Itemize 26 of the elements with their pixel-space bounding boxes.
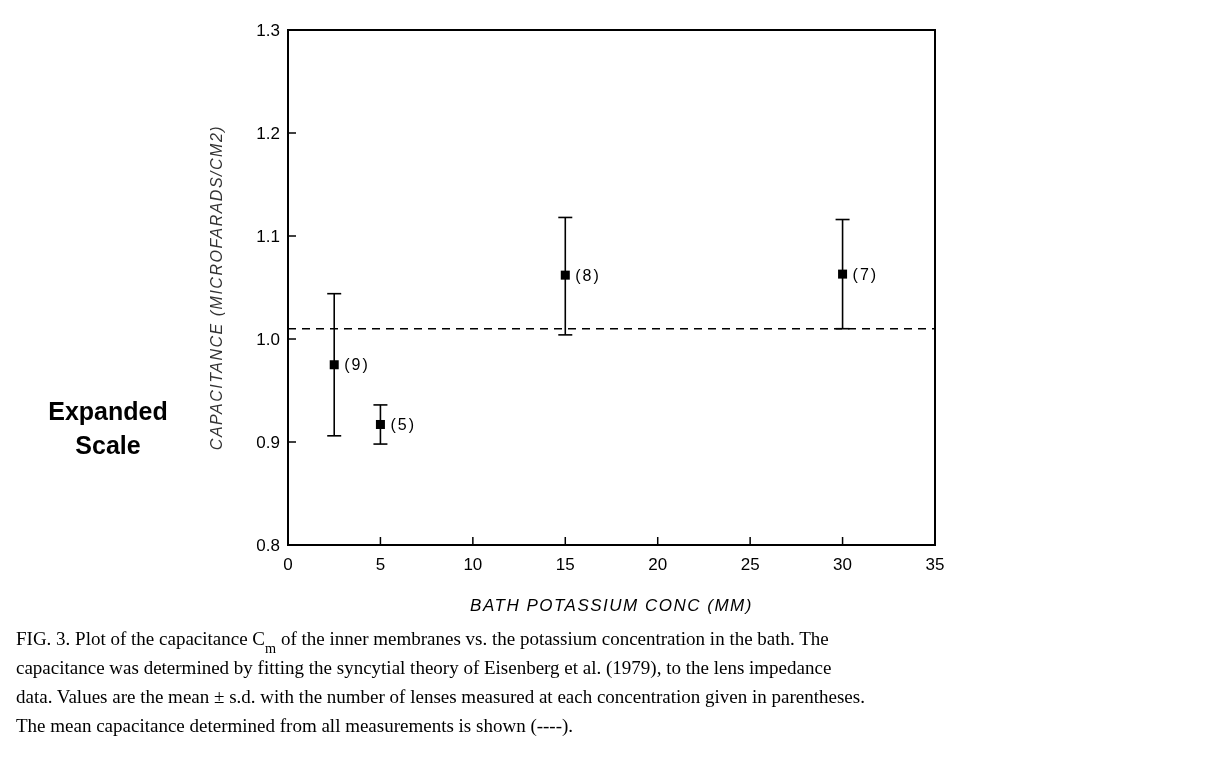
text: Expanded Scale [48,397,168,459]
x-tick-label: 15 [555,555,575,574]
y-axis-title: CAPACITANCE (MICROFARADS/CM2) [208,124,225,451]
x-tick-label: 35 [925,555,945,574]
caption: FIG. 3. Plot of the capacitance C$_{m}$ of the inner membranes vs. the potassium concentration in the bath. The capacitance was determined by fitting the syncytial theory of Eisenberg et al. (1979), to the lens impedance data. Values are the mean ± s.d. with the number of lenses measured at each concentration given in parentheses. The mean capacitance determined from all measurements is shown (----). [16,628,865,737]
x-tick-label: 20 [648,555,668,574]
x-tick-label: 10 [463,555,483,574]
x-tick-label: 0 [283,555,293,574]
y-tick-label: 0.8 [256,535,280,555]
y-tick-label: 1.1 [256,226,280,246]
y-tick-label: 0.9 [256,432,280,452]
x-tick-label: 30 [833,555,853,574]
x-axis-title: BATH POTASSIUM CONC (MM) [470,596,753,615]
annotation: (8) [575,266,601,284]
point [560,270,570,280]
annotation: (9) [344,356,370,374]
point [375,419,385,429]
annotation: (7) [852,265,879,283]
y-tick-label: 1.0 [256,329,280,349]
x-tick-label: 25 [740,555,760,574]
y-tick-label: 1.2 [256,123,280,143]
point [329,360,339,370]
annotation: (5) [390,416,416,434]
y-tick-label: 1.3 [256,20,280,40]
x-tick-label: 5 [375,555,386,574]
point [838,269,848,279]
